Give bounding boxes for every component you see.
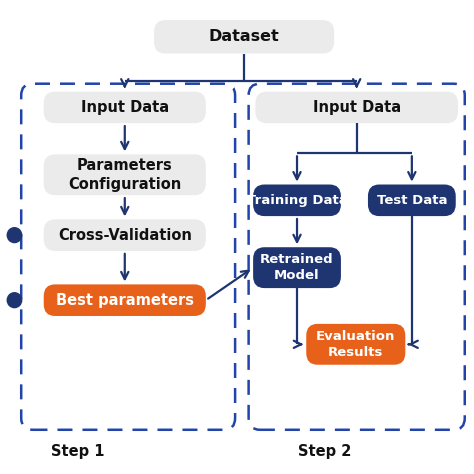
Text: Input Data: Input Data xyxy=(81,100,169,115)
Text: Cross-Validation: Cross-Validation xyxy=(58,228,191,243)
FancyBboxPatch shape xyxy=(306,324,405,365)
FancyBboxPatch shape xyxy=(44,91,206,123)
FancyBboxPatch shape xyxy=(253,247,341,288)
FancyBboxPatch shape xyxy=(154,20,334,54)
Text: Parameters
Configuration: Parameters Configuration xyxy=(68,158,182,192)
Text: Retrained
Model: Retrained Model xyxy=(260,253,334,283)
Text: Step 2: Step 2 xyxy=(299,444,352,459)
Text: Input Data: Input Data xyxy=(313,100,401,115)
Text: Test Data: Test Data xyxy=(377,194,447,207)
FancyBboxPatch shape xyxy=(253,184,341,216)
Text: Dataset: Dataset xyxy=(209,29,280,44)
Text: Best parameters: Best parameters xyxy=(56,292,194,308)
FancyBboxPatch shape xyxy=(368,184,456,216)
Text: Training Data: Training Data xyxy=(246,194,347,207)
FancyBboxPatch shape xyxy=(44,155,206,195)
Text: Step 1: Step 1 xyxy=(51,444,104,459)
Circle shape xyxy=(7,293,22,308)
FancyBboxPatch shape xyxy=(255,91,458,123)
FancyBboxPatch shape xyxy=(44,219,206,251)
FancyBboxPatch shape xyxy=(44,284,206,316)
Text: Evaluation
Results: Evaluation Results xyxy=(316,329,395,359)
Circle shape xyxy=(7,228,22,243)
